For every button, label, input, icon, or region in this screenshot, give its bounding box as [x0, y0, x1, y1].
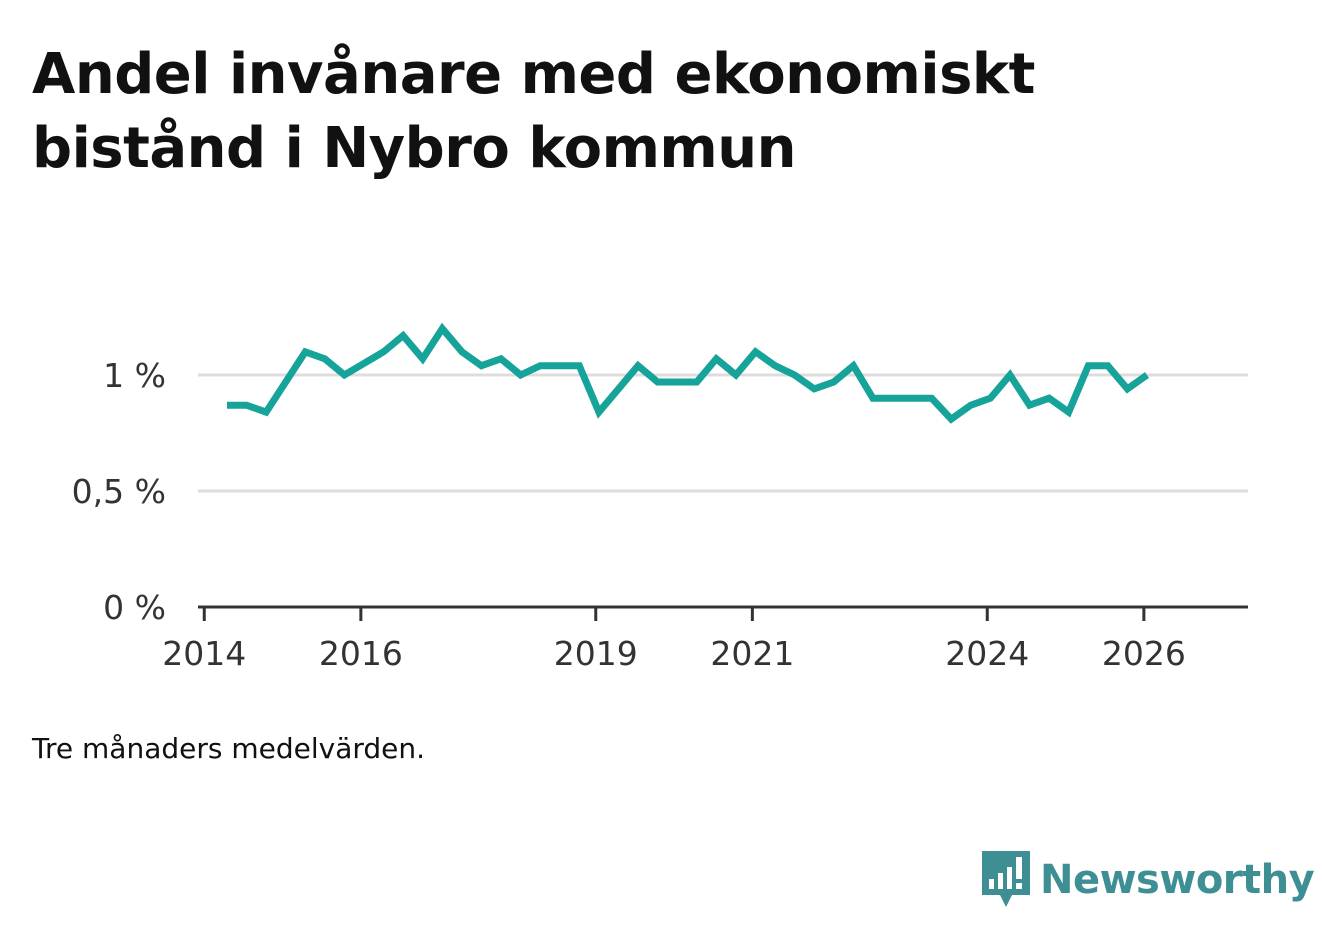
- y-axis-ticks: 0 % 0,5 % 1 %: [72, 356, 166, 627]
- x-tick-label-3: 2021: [710, 634, 794, 673]
- newsworthy-logo-icon: [982, 851, 1030, 907]
- x-tick-label-5: 2026: [1102, 634, 1186, 673]
- y-tick-label-1: 0,5 %: [72, 472, 166, 511]
- x-tick-label-1: 2016: [319, 634, 403, 673]
- x-tick-label-0: 2014: [162, 634, 246, 673]
- x-axis-ticks: 2014 2016 2019 2021 2024 2026: [162, 607, 1186, 673]
- grid-lines: [198, 373, 1248, 493]
- series-lines: [227, 322, 1150, 424]
- series-line-0: [227, 322, 1150, 424]
- logo-text: Newsworthy: [1040, 857, 1315, 903]
- chart-title: Andel invånare med ekonomiskt bistånd i …: [32, 42, 1035, 181]
- newsworthy-logo: Newsworthy: [980, 848, 1315, 912]
- y-tick-label-0: 0 %: [103, 588, 166, 627]
- x-tick-label-4: 2024: [945, 634, 1029, 673]
- y-tick-label-2: 1 %: [103, 356, 166, 395]
- chart-note: Tre månaders medelvärden.: [32, 732, 426, 765]
- x-tick-label-2: 2019: [554, 634, 638, 673]
